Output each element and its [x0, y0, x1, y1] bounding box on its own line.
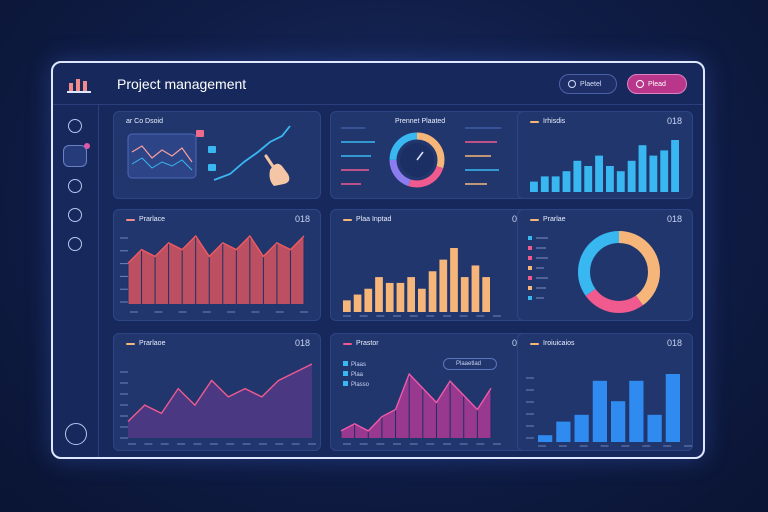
- bar: [562, 171, 571, 192]
- bar: [647, 414, 662, 442]
- chart-line-icon[interactable]: [65, 423, 87, 445]
- bar: [439, 259, 448, 312]
- area-bar-chart: [340, 372, 501, 445]
- legend-item: Plaa: [343, 370, 369, 380]
- sidebar: [53, 105, 99, 457]
- filter-pill[interactable]: Plaaetlad: [443, 358, 497, 370]
- bar: [482, 277, 490, 312]
- bar: [592, 380, 607, 442]
- panel-iroiuicaios[interactable]: Iroiuicaios 018: [517, 333, 693, 451]
- bar: [638, 145, 647, 192]
- illustration-chart: [127, 125, 291, 186]
- bar: [428, 271, 437, 312]
- panel-value: 018: [294, 338, 310, 348]
- series-line: [340, 372, 492, 432]
- panel-prarlaoe[interactable]: Prarlaoe 018: [113, 333, 321, 451]
- series-line: [127, 234, 305, 264]
- panel-value: 018: [294, 214, 310, 224]
- bar: [551, 176, 560, 192]
- bar: [385, 282, 394, 312]
- panel-irhisdis[interactable]: Irhisdis 018: [517, 111, 693, 199]
- panel-value: 018: [666, 214, 682, 224]
- panel-title: ar Co Dsoid: [126, 118, 163, 125]
- area-fill: [341, 374, 491, 438]
- bar: [606, 166, 614, 192]
- bar: [460, 277, 469, 312]
- bar: [616, 171, 625, 192]
- panel-co-dsoid[interactable]: ar Co Dsoid: [113, 111, 321, 199]
- bar: [573, 160, 582, 192]
- donut-chart: [528, 231, 660, 313]
- clock-icon: [568, 80, 576, 88]
- header-button-label: Plaetel: [580, 80, 602, 88]
- app-logo-icon: [67, 79, 91, 93]
- panel-title: Iroiuicaios: [530, 340, 575, 347]
- area-fill: [128, 236, 304, 304]
- document-icon[interactable]: [68, 208, 82, 222]
- panel-title: Prastor: [343, 340, 379, 347]
- panel-title: Prarlace: [126, 216, 165, 223]
- image-icon[interactable]: [68, 237, 82, 251]
- header-button-plaetel[interactable]: Plaetel: [559, 74, 617, 94]
- legend-item: Plasso: [343, 380, 369, 390]
- panel-title: Prarlaoe: [126, 340, 165, 347]
- panel-title: Plaa Inptad: [343, 216, 391, 223]
- legend: Plaas Plaa Plasso: [343, 360, 369, 390]
- panel-plaa-inptad[interactable]: Plaa Inptad 018: [330, 209, 538, 321]
- page-title: Project management: [117, 76, 247, 92]
- header-bar: Project management Plaetel Plead: [53, 63, 703, 105]
- bar-chart: [530, 140, 679, 192]
- header-button-label: Plead: [648, 80, 666, 88]
- chart-icon[interactable]: [63, 143, 90, 167]
- bar: [396, 282, 405, 312]
- bar: [538, 435, 553, 442]
- bar: [584, 166, 593, 192]
- bar: [471, 265, 480, 312]
- bar: [353, 294, 362, 312]
- bar: [627, 160, 636, 192]
- panel-prarlae[interactable]: Prarlae 018: [517, 209, 693, 321]
- pen-icon[interactable]: [68, 119, 82, 133]
- legend-item: Plaas: [343, 360, 369, 370]
- panel-value: 018: [666, 338, 682, 348]
- donut-chart: [341, 127, 501, 188]
- header-button-plead[interactable]: Plead: [627, 74, 687, 94]
- bar: [375, 277, 383, 312]
- bar: [629, 380, 644, 442]
- bar: [665, 374, 680, 442]
- bar: [556, 421, 571, 442]
- bar: [450, 248, 458, 312]
- panel-prastor[interactable]: Prastor 018 Plaaetlad Plaas Plaa Plasso: [330, 333, 538, 451]
- bar: [418, 288, 426, 312]
- bar: [364, 288, 373, 312]
- panel-prarlace[interactable]: Prarlace 018: [113, 209, 321, 321]
- bar: [343, 300, 351, 312]
- user-icon: [636, 80, 644, 88]
- clock-icon[interactable]: [68, 179, 82, 193]
- bar-chart: [526, 374, 692, 447]
- panel-prennet-plaated[interactable]: Prennet Plaated: [330, 111, 538, 199]
- panel-value: 018: [666, 116, 682, 126]
- panel-title: Prennet Plaated: [395, 118, 446, 125]
- area-chart: [120, 234, 308, 313]
- area-fill: [128, 364, 312, 438]
- panel-title: Prarlae: [530, 216, 566, 223]
- bar-chart: [343, 248, 501, 317]
- bar: [540, 176, 549, 192]
- panel-title: Irhisdis: [530, 118, 565, 125]
- bar: [660, 150, 669, 192]
- bar: [407, 277, 415, 312]
- series-line: [127, 363, 313, 423]
- bar: [649, 155, 658, 192]
- bar: [574, 414, 589, 442]
- bar: [595, 155, 603, 192]
- bar: [530, 181, 538, 192]
- bar: [671, 140, 679, 192]
- bar: [611, 401, 626, 442]
- line-area-chart: [120, 363, 316, 445]
- dashboard-window: Project management Plaetel Plead ar Co D…: [51, 61, 705, 459]
